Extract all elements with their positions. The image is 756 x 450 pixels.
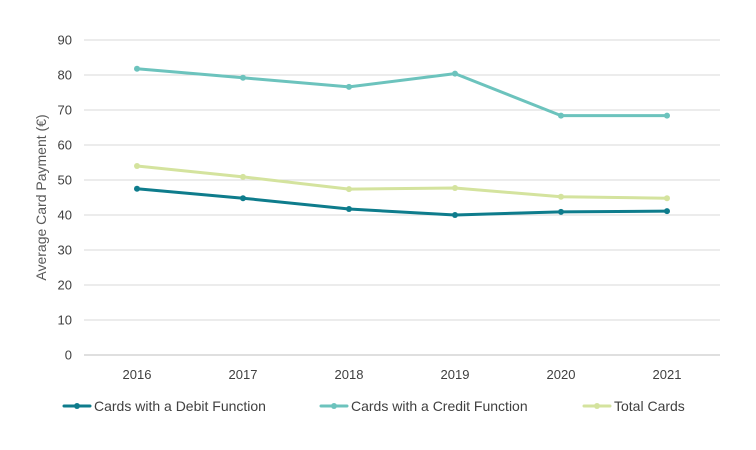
data-point: [346, 83, 352, 90]
y-tick-label: 90: [58, 33, 72, 48]
legend-swatch-marker: [594, 403, 600, 409]
series-line: [135, 164, 669, 200]
gridlines: [84, 39, 720, 356]
data-point: [134, 65, 140, 72]
x-axis-ticks: 2016 2017 2018 2019 2020 2021: [123, 367, 682, 382]
legend-label: Total Cards: [614, 398, 685, 414]
series-cards-with-a-debit-function: [134, 185, 670, 218]
data-point: [240, 173, 246, 180]
data-point: [134, 163, 140, 169]
data-point: [452, 212, 458, 218]
data-point: [452, 70, 458, 77]
data-point: [558, 193, 564, 200]
data-point: [240, 195, 246, 202]
data-point: [664, 195, 670, 202]
data-point: [664, 208, 670, 215]
legend-item: Cards with a Debit Function: [62, 398, 266, 414]
y-axis-title: Average Card Payment (€): [33, 114, 49, 280]
y-tick-label: 80: [58, 68, 72, 83]
x-tick-label: 2021: [653, 367, 682, 382]
legend: Cards with a Debit Function Cards with a …: [62, 398, 685, 414]
y-axis-ticks: 0 10 20 30 40 50 60 70 80 90: [58, 33, 72, 363]
series-total-cards: [134, 163, 670, 202]
legend-swatch-marker: [74, 403, 80, 409]
x-tick-label: 2016: [123, 367, 152, 382]
data-point: [346, 186, 352, 193]
series-line: [135, 187, 669, 217]
y-tick-label: 0: [65, 348, 72, 363]
series-line: [135, 67, 669, 118]
data-point: [134, 185, 140, 192]
legend-swatch-marker: [331, 403, 337, 409]
data-point: [558, 112, 564, 119]
y-tick-label: 50: [58, 173, 72, 188]
y-tick-label: 20: [58, 278, 72, 293]
data-point: [346, 206, 352, 213]
x-tick-label: 2019: [441, 367, 470, 382]
y-tick-label: 10: [58, 313, 72, 328]
data-point: [664, 112, 670, 119]
legend-item: Total Cards: [582, 398, 685, 414]
y-tick-label: 60: [58, 138, 72, 153]
x-tick-label: 2018: [335, 367, 364, 382]
x-tick-label: 2017: [229, 367, 258, 382]
data-point: [558, 208, 564, 215]
data-point: [240, 74, 246, 81]
series-lines: [134, 65, 670, 218]
data-point: [452, 185, 458, 192]
y-tick-label: 40: [58, 208, 72, 223]
series-cards-with-a-credit-function: [134, 65, 670, 119]
y-tick-label: 70: [58, 103, 72, 118]
legend-label: Cards with a Debit Function: [94, 398, 266, 414]
y-tick-label: 30: [58, 243, 72, 258]
x-tick-label: 2020: [547, 367, 576, 382]
legend-item: Cards with a Credit Function: [319, 398, 528, 414]
legend-label: Cards with a Credit Function: [351, 398, 528, 414]
